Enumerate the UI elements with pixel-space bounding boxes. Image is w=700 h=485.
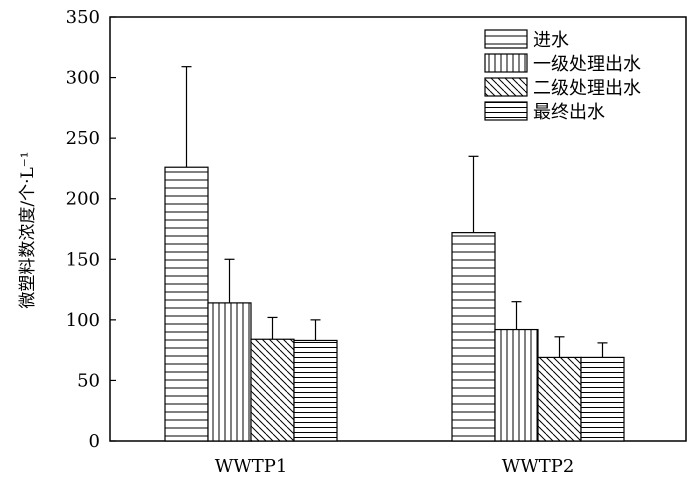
legend-swatch — [484, 29, 528, 49]
bar-1-wwtp1 — [164, 166, 209, 442]
legend-label: 一级处理出水 — [533, 54, 641, 75]
bar-4-wwtp1 — [293, 339, 338, 442]
bars — [164, 166, 625, 442]
x-tick-label: WWTP2 — [502, 456, 575, 477]
y-tick-label: 100 — [66, 310, 100, 331]
bar-3-wwtp2 — [537, 356, 582, 442]
bar-2-wwtp1 — [207, 302, 252, 442]
legend-label: 最终出水 — [533, 102, 605, 123]
x-tick-label: WWTP1 — [215, 456, 288, 477]
bar-2-wwtp2 — [494, 328, 539, 442]
y-tick-label: 350 — [66, 7, 100, 28]
y-axis: 0 50 100 150 200 250 300 350 — [66, 7, 116, 452]
y-tick-label: 200 — [66, 189, 100, 210]
legend-label: 二级处理出水 — [533, 78, 641, 99]
legend-swatch — [484, 101, 528, 121]
y-tick-label: 0 — [89, 431, 100, 452]
bar-3-wwtp1 — [250, 338, 295, 442]
bar-4-wwtp2 — [580, 356, 625, 442]
plot-border — [109, 16, 687, 442]
y-axis-label: 微塑料数浓度/个·L⁻¹ — [18, 151, 38, 308]
y-tick-label: 50 — [77, 370, 100, 391]
error-bars — [181, 66, 608, 358]
legend-swatch — [484, 77, 528, 97]
y-tick-label: 150 — [66, 249, 100, 270]
y-tick-label: 250 — [66, 128, 100, 149]
bar-1-wwtp2 — [451, 232, 496, 442]
legend-label: 进水 — [533, 30, 569, 51]
plot-frame — [109, 16, 687, 442]
y-tick-label: 300 — [66, 68, 100, 89]
legend-swatch — [484, 53, 528, 73]
